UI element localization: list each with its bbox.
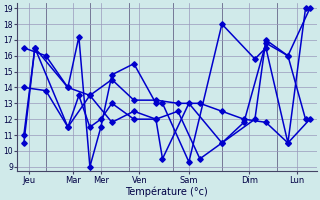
X-axis label: Température (°c): Température (°c) (125, 186, 208, 197)
